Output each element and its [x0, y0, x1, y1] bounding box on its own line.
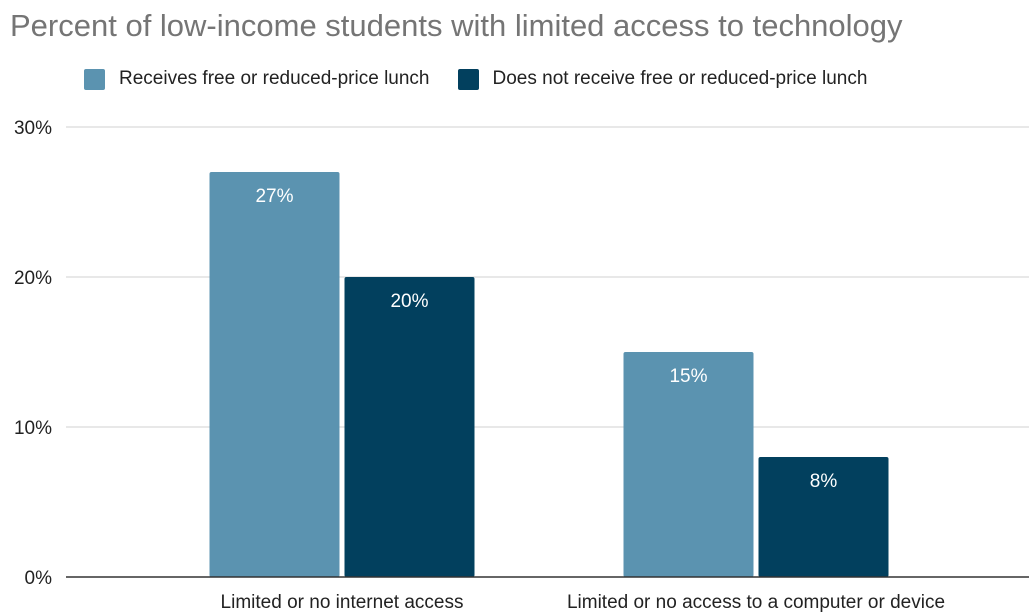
legend-label-no-free-lunch: Does not receive free or reduced-price l…: [492, 68, 868, 89]
legend-label-free-lunch: Receives free or reduced-price lunch: [119, 68, 430, 89]
y-tick-label: 10%: [14, 418, 52, 439]
y-tick-label: 30%: [14, 118, 52, 139]
legend-item-no-free-lunch: Does not receive free or reduced-price l…: [457, 68, 868, 90]
data-label: 15%: [669, 366, 707, 387]
legend-swatch-free-lunch: [84, 68, 105, 90]
legend-item-free-lunch: Receives free or reduced-price lunch: [84, 68, 430, 90]
bar: [623, 352, 754, 577]
chart-title: Percent of low-income students with limi…: [10, 8, 903, 43]
legend-swatch-no-free-lunch: [457, 68, 479, 90]
y-tick-label: 0%: [25, 568, 53, 589]
bar: [209, 172, 340, 577]
x-category-label: Limited or no internet access: [221, 592, 464, 612]
legend: Receives free or reduced-price lunch Doe…: [84, 66, 895, 92]
bar: [344, 277, 475, 577]
bar: [758, 457, 889, 577]
data-label: 20%: [390, 291, 428, 312]
data-label: 8%: [810, 471, 838, 492]
y-tick-label: 20%: [14, 268, 52, 289]
data-label: 27%: [255, 186, 293, 207]
x-category-label: Limited or no access to a computer or de…: [567, 592, 945, 612]
